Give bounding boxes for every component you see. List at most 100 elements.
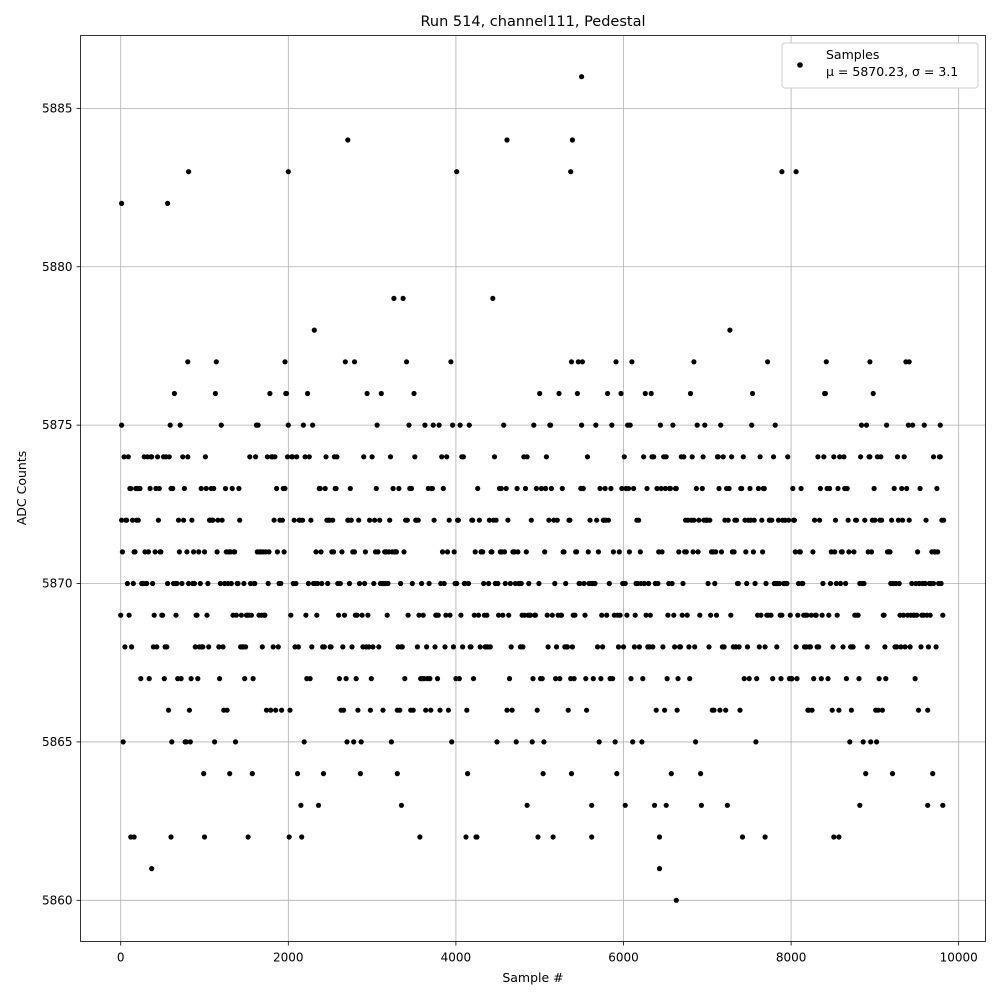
data-point	[618, 390, 624, 397]
data-point	[349, 644, 355, 650]
data-point	[255, 422, 261, 428]
data-point	[179, 580, 185, 587]
data-point	[439, 454, 445, 460]
data-point	[769, 517, 775, 523]
data-point	[568, 359, 575, 365]
data-point	[529, 739, 535, 745]
data-point	[770, 676, 776, 682]
data-point	[171, 390, 177, 397]
data-point	[744, 580, 750, 587]
data-point	[609, 422, 615, 428]
data-point	[204, 612, 210, 618]
data-point	[827, 580, 834, 587]
data-point	[761, 485, 767, 492]
data-point	[569, 137, 576, 143]
data-point	[837, 454, 843, 460]
data-point	[444, 454, 450, 460]
data-point	[825, 676, 831, 682]
data-point	[876, 676, 882, 682]
data-point	[347, 485, 353, 492]
data-point	[937, 454, 943, 460]
data-point	[220, 644, 226, 650]
data-point	[621, 454, 627, 460]
chart-title: Run 514, channel111, Pedestal	[420, 14, 645, 30]
data-point	[861, 580, 867, 587]
data-point	[816, 644, 822, 650]
data-point	[346, 580, 353, 587]
data-point	[790, 485, 796, 492]
data-point	[651, 802, 658, 808]
data-point	[410, 707, 416, 713]
data-point	[848, 707, 855, 713]
data-point	[353, 676, 359, 682]
data-point	[860, 739, 866, 745]
data-point	[882, 644, 888, 650]
data-point	[155, 454, 161, 460]
data-point	[674, 707, 680, 713]
data-point	[724, 802, 731, 808]
data-point	[298, 802, 304, 808]
data-point	[536, 580, 542, 587]
data-point	[542, 549, 548, 555]
data-point	[830, 644, 836, 650]
data-point	[432, 644, 438, 650]
data-point	[804, 612, 810, 618]
data-point	[867, 359, 873, 365]
data-point	[340, 644, 346, 650]
data-point	[267, 390, 273, 397]
data-point	[373, 485, 379, 492]
data-point	[792, 549, 798, 555]
data-point	[203, 485, 209, 492]
data-point	[728, 612, 734, 618]
data-point	[538, 485, 545, 492]
data-point	[910, 422, 916, 428]
data-point	[253, 454, 259, 460]
data-point	[285, 169, 291, 175]
data-point	[224, 707, 230, 713]
data-point	[242, 676, 248, 682]
data-point	[669, 580, 675, 587]
data-point	[548, 422, 554, 428]
data-point	[833, 580, 839, 587]
data-point	[174, 580, 180, 587]
data-point	[579, 359, 586, 365]
data-point	[472, 549, 478, 555]
data-point	[336, 676, 342, 682]
data-point	[232, 739, 239, 745]
data-point	[672, 644, 678, 650]
data-point	[821, 454, 827, 460]
data-point	[137, 485, 143, 492]
data-point	[740, 454, 746, 460]
data-point	[836, 834, 842, 840]
data-point	[813, 612, 819, 618]
data-point	[250, 676, 256, 682]
data-point	[901, 454, 907, 460]
data-point	[879, 517, 885, 523]
data-point	[698, 802, 705, 808]
data-point	[513, 739, 519, 745]
data-point	[309, 644, 315, 650]
data-point	[668, 771, 674, 777]
data-point	[423, 707, 429, 713]
data-point	[121, 454, 127, 460]
data-point	[925, 802, 931, 808]
data-point	[270, 644, 276, 650]
data-point	[130, 580, 136, 587]
data-point	[126, 612, 132, 618]
legend-marker	[797, 62, 803, 68]
data-point	[122, 644, 128, 650]
data-point	[507, 580, 513, 587]
data-point	[847, 739, 853, 745]
data-point	[262, 612, 268, 618]
data-point	[689, 454, 695, 460]
data-point	[898, 644, 904, 650]
data-point	[933, 644, 939, 650]
data-point	[367, 517, 373, 523]
data-point	[602, 485, 608, 492]
data-point	[917, 485, 923, 492]
data-point	[660, 644, 666, 650]
data-point	[786, 517, 792, 523]
data-point	[281, 549, 287, 555]
data-point	[442, 644, 448, 650]
data-point	[711, 707, 717, 713]
